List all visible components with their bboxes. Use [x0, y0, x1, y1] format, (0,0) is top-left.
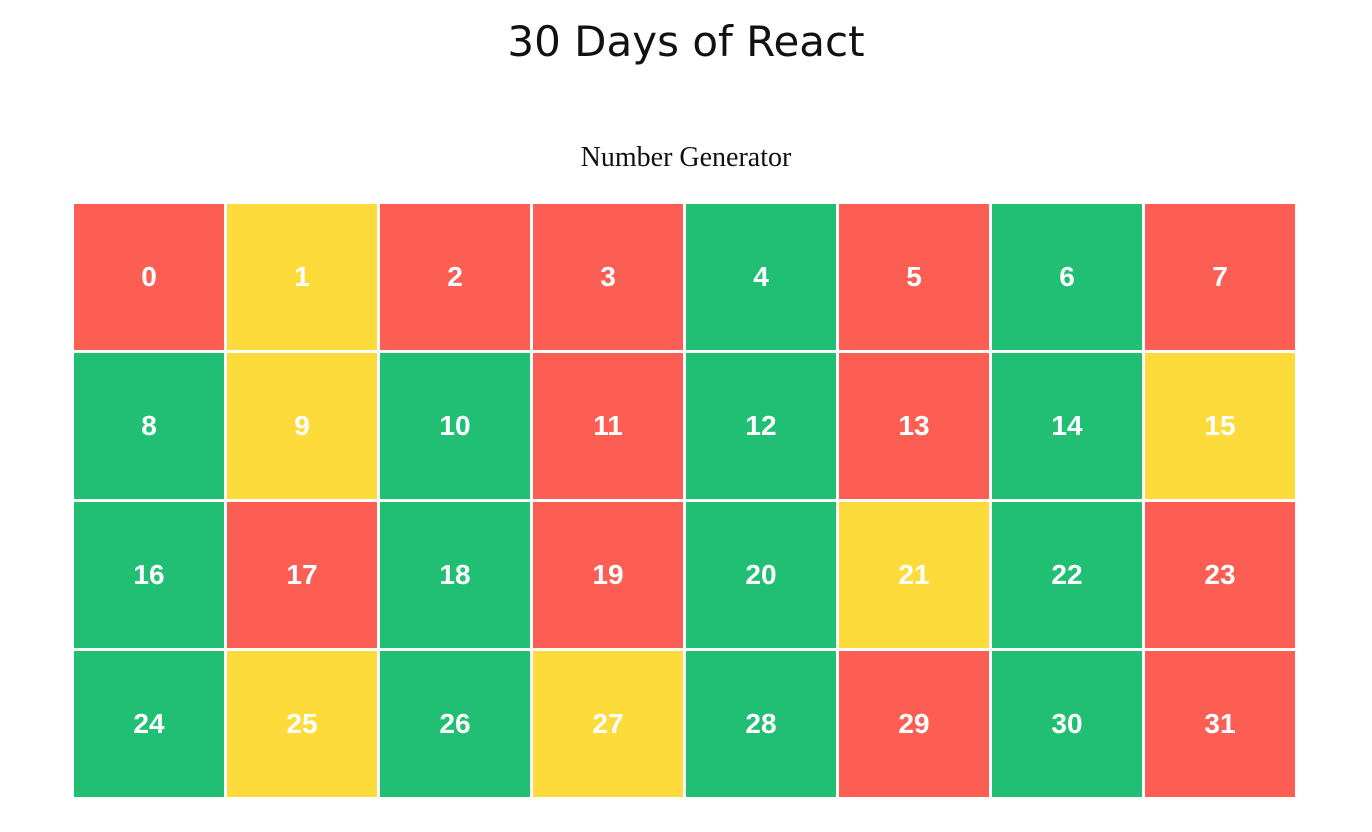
- number-cell-0: 0: [74, 204, 224, 350]
- number-cell-2: 2: [380, 204, 530, 350]
- number-cell-1: 1: [227, 204, 377, 350]
- number-cell-25: 25: [227, 651, 377, 797]
- number-cell-5: 5: [839, 204, 989, 350]
- number-cell-9: 9: [227, 353, 377, 499]
- number-cell-10: 10: [380, 353, 530, 499]
- number-cell-20: 20: [686, 502, 836, 648]
- number-generator-heading: Number Generator: [580, 142, 792, 173]
- number-cell-4: 4: [686, 204, 836, 350]
- number-cell-24: 24: [74, 651, 224, 797]
- number-grid: 0 1 2 3 4 5 6 7 8 9 10 11 12 13 14 15 16 17 18 19 20 21 22 23 24…: [74, 204, 1298, 797]
- number-cell-15: 15: [1145, 353, 1295, 499]
- number-cell-3: 3: [533, 204, 683, 350]
- number-cell-18: 18: [380, 502, 530, 648]
- number-cell-22: 22: [992, 502, 1142, 648]
- number-cell-16: 16: [74, 502, 224, 648]
- number-cell-31: 31: [1145, 651, 1295, 797]
- page-title: 30 Days of React: [507, 17, 865, 66]
- number-cell-29: 29: [839, 651, 989, 797]
- number-cell-28: 28: [686, 651, 836, 797]
- number-cell-12: 12: [686, 353, 836, 499]
- number-cell-30: 30: [992, 651, 1142, 797]
- number-cell-17: 17: [227, 502, 377, 648]
- number-cell-19: 19: [533, 502, 683, 648]
- number-cell-23: 23: [1145, 502, 1295, 648]
- number-cell-7: 7: [1145, 204, 1295, 350]
- number-cell-14: 14: [992, 353, 1142, 499]
- number-cell-21: 21: [839, 502, 989, 648]
- number-cell-11: 11: [533, 353, 683, 499]
- number-cell-6: 6: [992, 204, 1142, 350]
- number-cell-26: 26: [380, 651, 530, 797]
- number-cell-13: 13: [839, 353, 989, 499]
- number-cell-8: 8: [74, 353, 224, 499]
- number-cell-27: 27: [533, 651, 683, 797]
